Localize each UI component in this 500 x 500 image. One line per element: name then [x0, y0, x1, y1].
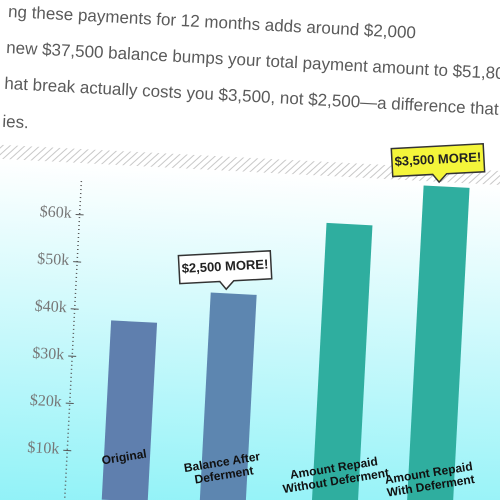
- callout-box: [390, 142, 486, 184]
- body-text-line: ies.: [2, 112, 29, 132]
- body-text-line: hat break actually costs you $3,500, not…: [4, 74, 500, 125]
- callout: $3,500 MORE!: [390, 142, 486, 184]
- y-tick-label: $60k: [39, 203, 72, 222]
- y-tick-label: $20k: [29, 392, 62, 411]
- callout-box: [177, 250, 273, 291]
- bar: [101, 320, 158, 500]
- bar: [311, 222, 373, 500]
- bar: [199, 292, 257, 500]
- body-text-line: ng these payments for 12 months adds aro…: [8, 2, 417, 42]
- y-axis: [63, 181, 83, 500]
- bar: [406, 185, 470, 500]
- y-tick-label: $50k: [37, 250, 70, 269]
- callout: $2,500 MORE!: [177, 250, 273, 291]
- y-tick-label: $40k: [34, 298, 67, 317]
- y-tick-label: $30k: [32, 345, 65, 364]
- callout-text: $2,500 MORE!: [181, 256, 268, 276]
- callout-text: $3,500 MORE!: [394, 149, 481, 169]
- y-tick-label: $10k: [27, 439, 60, 458]
